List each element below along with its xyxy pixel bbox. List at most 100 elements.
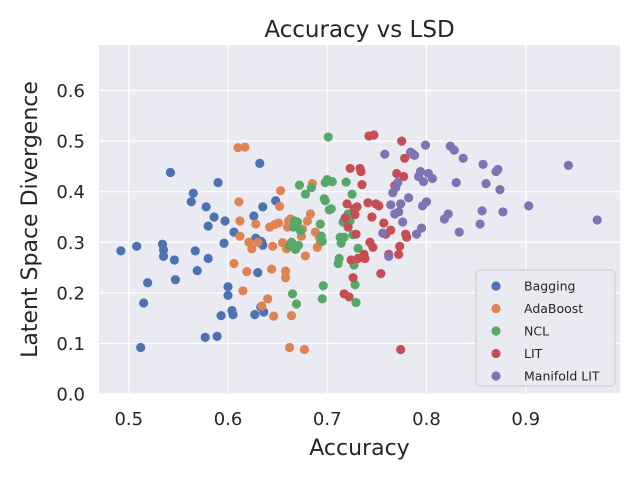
legend-label: AdaBoost — [524, 301, 583, 316]
legend-label: Manifold LIT — [524, 369, 600, 384]
data-point — [449, 145, 459, 155]
legend: Bagging AdaBoost NCL LIT Manifold LIT — [475, 269, 616, 387]
data-point — [352, 202, 362, 212]
data-point — [346, 255, 356, 265]
data-point — [139, 298, 149, 308]
data-point — [253, 237, 263, 247]
y-tick-label: 0.2 — [56, 283, 85, 304]
data-point — [267, 264, 277, 274]
data-point — [334, 253, 344, 264]
data-point — [258, 202, 268, 212]
legend-marker — [491, 281, 501, 291]
data-point — [339, 232, 349, 242]
data-point — [350, 209, 360, 220]
legend-marker — [491, 326, 501, 336]
data-point — [418, 176, 429, 187]
data-point — [169, 255, 180, 265]
y-axis-label: Latent Space Divergence — [18, 81, 43, 358]
legend-label: NCL — [524, 324, 549, 339]
data-point — [250, 309, 260, 320]
data-point — [400, 153, 410, 163]
data-point — [300, 189, 311, 199]
data-point — [478, 159, 488, 169]
data-point — [320, 196, 330, 206]
data-point — [165, 167, 176, 178]
data-point — [216, 311, 226, 321]
data-point — [212, 331, 222, 341]
data-point — [563, 160, 573, 170]
x-tick-label: 0.5 — [114, 409, 143, 430]
legend-marker — [491, 348, 501, 359]
chart-title: Accuracy vs LSD — [264, 17, 454, 43]
data-point — [415, 166, 426, 177]
data-point — [378, 228, 388, 238]
data-point — [475, 219, 485, 229]
data-point — [341, 177, 351, 187]
data-point — [170, 275, 181, 285]
data-point — [143, 278, 153, 288]
data-point — [233, 143, 243, 153]
series-ncl — [284, 132, 363, 309]
y-tick-label: 0.5 — [56, 132, 85, 153]
data-point — [380, 149, 390, 159]
data-point — [402, 232, 412, 242]
data-point — [247, 244, 257, 254]
data-point — [350, 280, 360, 290]
data-point — [384, 251, 394, 262]
data-point — [203, 253, 213, 264]
data-point — [409, 150, 420, 160]
data-point — [343, 222, 353, 232]
y-tick-label: 0.6 — [56, 81, 85, 102]
data-point — [379, 218, 389, 228]
data-point — [394, 207, 404, 217]
data-point — [454, 227, 464, 237]
data-point — [235, 231, 245, 241]
data-point — [356, 166, 366, 177]
data-point — [340, 213, 350, 223]
data-point — [477, 206, 487, 216]
data-point — [411, 229, 422, 239]
data-point — [481, 178, 491, 189]
data-point — [284, 342, 295, 353]
data-point — [399, 171, 409, 182]
data-point — [223, 290, 233, 300]
data-point — [421, 197, 432, 207]
y-tick-label: 0.1 — [56, 334, 85, 355]
x-tick-label: 0.6 — [214, 409, 243, 430]
data-point — [190, 246, 200, 256]
data-point — [392, 168, 402, 179]
data-point — [269, 311, 279, 321]
data-point — [398, 217, 408, 227]
data-point — [293, 240, 304, 250]
data-point — [443, 209, 453, 219]
data-point — [393, 177, 403, 188]
data-point — [345, 163, 355, 174]
data-point — [318, 281, 328, 291]
data-point — [253, 268, 263, 278]
data-point — [323, 132, 333, 142]
data-point — [420, 140, 431, 150]
data-point — [257, 301, 267, 311]
data-point — [367, 212, 377, 222]
data-point — [306, 183, 316, 193]
data-point — [292, 217, 303, 227]
data-point — [299, 344, 310, 355]
data-point — [186, 197, 196, 207]
y-axis-ticks: 0.0 0.1 0.2 0.3 0.4 0.5 0.6 — [56, 81, 85, 405]
data-point — [234, 197, 244, 207]
data-point — [347, 189, 357, 199]
legend-box — [475, 269, 616, 387]
data-point — [213, 177, 223, 188]
data-point — [276, 186, 286, 196]
data-point — [524, 201, 534, 211]
data-point — [228, 309, 238, 320]
data-point — [238, 286, 248, 296]
data-point — [188, 188, 198, 198]
x-tick-label: 0.9 — [511, 409, 540, 430]
data-point — [220, 216, 230, 226]
data-point — [344, 292, 354, 302]
data-point — [360, 253, 370, 264]
data-point — [235, 216, 245, 226]
data-point — [219, 238, 229, 248]
